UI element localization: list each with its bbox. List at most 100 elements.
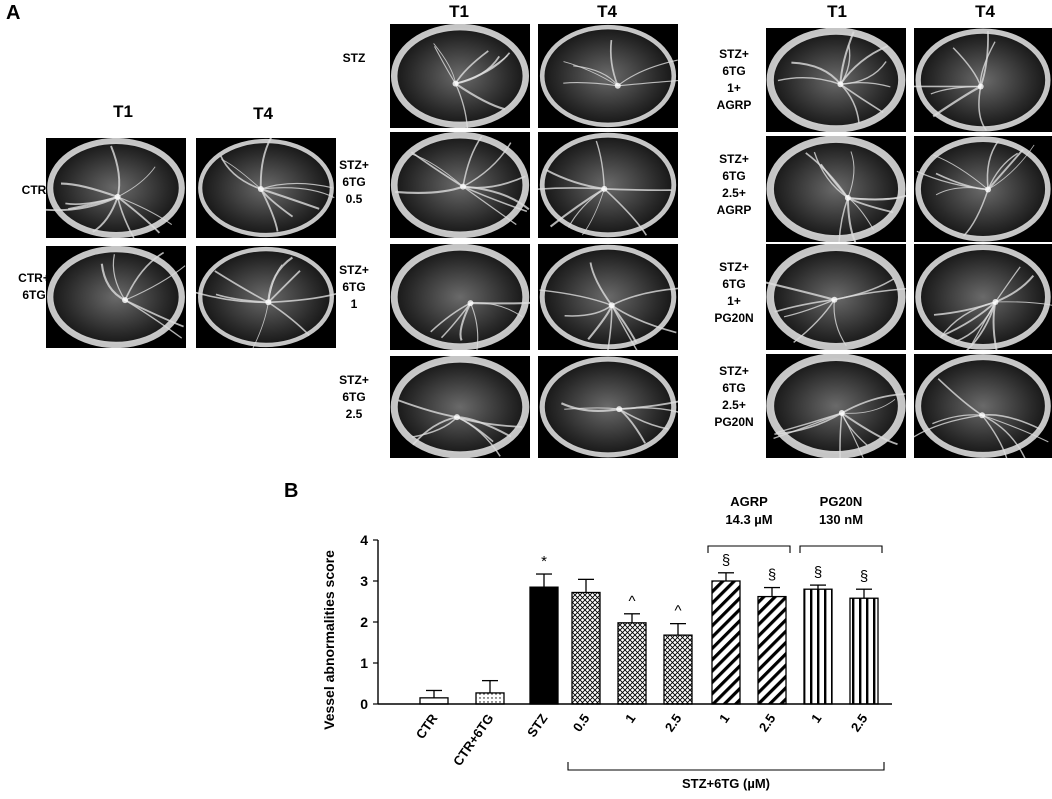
category-label: 0.5: [570, 711, 593, 734]
group3-col-t1: T1: [827, 2, 847, 21]
row-label-line: 6TG: [722, 64, 746, 78]
row-label-line: 6TG: [342, 174, 366, 189]
significance-mark: §: [860, 568, 868, 585]
panel-a-label: A: [6, 2, 21, 24]
fundus-image: [538, 24, 678, 128]
y-tick-label: 1: [360, 655, 368, 671]
row-label-line: STZ+: [339, 372, 369, 387]
row-label-line: 2.5+: [722, 398, 746, 412]
group2-row-label-1: STZ+ 6TG 0.5: [322, 157, 386, 208]
category-label: 1: [716, 711, 732, 726]
row-label-line: 1+: [727, 81, 741, 95]
row-label-line: 0.5: [345, 191, 363, 206]
fundus-image: [46, 246, 186, 348]
group3-row-label-2: STZ+ 6TG 1+ PG20N: [702, 259, 766, 327]
significance-mark: §: [814, 564, 822, 581]
category-label: 2.5: [662, 711, 685, 734]
y-axis-label: Vessel abnormalities score: [321, 550, 337, 730]
group-name: PG20N: [820, 494, 863, 509]
row-label-line: CTR+: [18, 271, 50, 285]
group-name: AGRP: [730, 494, 768, 509]
group3-row-label-1: STZ+ 6TG 2.5+ AGRP: [702, 151, 766, 219]
row-label-line: PG20N: [714, 415, 754, 429]
category-label: 1: [622, 711, 638, 726]
fundus-image: [914, 136, 1052, 242]
row-label-line: STZ+: [339, 157, 369, 172]
bar: [529, 586, 559, 705]
category-label: 1: [808, 711, 824, 726]
fundus-image: [390, 356, 530, 458]
fundus-image: [390, 244, 530, 350]
group3-col-t4: T4: [975, 2, 995, 21]
y-tick-label: 3: [360, 573, 368, 589]
fundus-image: [390, 24, 530, 128]
bar: [803, 588, 833, 705]
bottom-bracket: [567, 762, 885, 771]
row-label-line: STZ+: [719, 364, 749, 378]
group3-row-label-0: STZ+ 6TG 1+ AGRP: [702, 46, 766, 114]
row-label-line: STZ+: [719, 260, 749, 274]
row-label-line: 6TG: [342, 389, 366, 404]
bar: [571, 591, 601, 705]
row-label-line: STZ: [342, 50, 366, 65]
row-label-line: 1: [350, 296, 358, 311]
row-label-line: STZ+: [719, 152, 749, 166]
row-label-line: 6TG: [22, 288, 46, 302]
significance-mark: ^: [674, 603, 681, 620]
row-label-line: AGRP: [716, 98, 752, 112]
significance-mark: §: [768, 567, 776, 584]
group-concentration: 14.3 µM: [725, 512, 772, 527]
fundus-image: [196, 246, 336, 348]
fundus-image: [46, 138, 186, 238]
row-label-line: PG20N: [714, 311, 754, 325]
row-label-line: CTR: [21, 182, 47, 197]
row-label-line: STZ+: [719, 47, 749, 61]
category-label: 2.5: [848, 711, 871, 734]
row-label-line: AGRP: [716, 203, 752, 217]
bar: [757, 595, 787, 705]
row-label-line: 6TG: [722, 381, 746, 395]
panel-b-label: B: [284, 480, 299, 502]
bar: [617, 622, 647, 705]
fundus-image: [196, 138, 336, 238]
group1-row-label-0: CTR: [2, 182, 66, 199]
bar: [663, 634, 693, 705]
fundus-image: [390, 132, 530, 238]
y-tick-label: 2: [360, 614, 368, 630]
row-label-line: 6TG: [722, 169, 746, 183]
bar: [849, 597, 879, 705]
fundus-image: [766, 244, 906, 350]
group1-col-t1: T1: [113, 102, 133, 121]
y-tick-label: 0: [360, 696, 368, 712]
category-label: CTR: [413, 711, 441, 742]
row-label-line: STZ+: [339, 262, 369, 277]
significance-mark: ^: [628, 593, 635, 610]
group3-row-label-3: STZ+ 6TG 2.5+ PG20N: [702, 363, 766, 431]
group-concentration: 130 nM: [819, 512, 863, 527]
row-label-line: 6TG: [342, 279, 366, 294]
category-label: CTR+6TG: [450, 711, 496, 768]
y-tick-label: 4: [360, 532, 368, 548]
fundus-image: [538, 244, 678, 350]
row-label-line: 6TG: [722, 277, 746, 291]
group-bracket: [799, 545, 883, 553]
bar: [711, 580, 741, 705]
vessel-score-chart: 0 1 2 3 4 Vessel abnormalities score CTR CTR+6T…: [290, 480, 1050, 794]
group2-row-label-3: STZ+ 6TG 2.5: [322, 372, 386, 423]
group1-row-label-1: CTR+ 6TG: [2, 270, 66, 304]
group2-row-label-2: STZ+ 6TG 1: [322, 262, 386, 313]
significance-mark: §: [722, 552, 730, 569]
row-label-line: 2.5: [345, 406, 363, 421]
bar: [419, 697, 449, 705]
bar: [475, 692, 505, 705]
fundus-image: [914, 28, 1052, 132]
category-label: STZ: [524, 711, 550, 740]
fundus-image: [766, 354, 906, 458]
fundus-image: [914, 244, 1052, 350]
significance-mark: *: [541, 553, 547, 570]
row-label-line: 2.5+: [722, 186, 746, 200]
fundus-image: [766, 28, 906, 132]
row-label-line: 1+: [727, 294, 741, 308]
fundus-image: [766, 136, 906, 242]
group2-row-label-0: STZ: [322, 50, 386, 67]
